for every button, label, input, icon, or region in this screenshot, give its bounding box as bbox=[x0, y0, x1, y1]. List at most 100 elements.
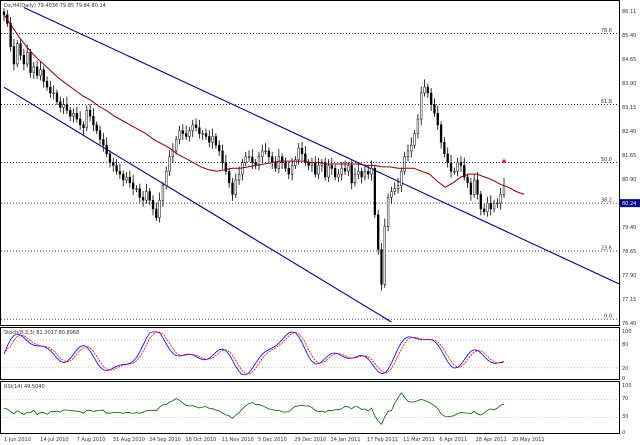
time-tick-label: 5 Dec 2010 bbox=[258, 437, 287, 443]
fib-label-4: 23.6 bbox=[601, 245, 612, 251]
current-price-marker: 80.24 bbox=[620, 199, 640, 208]
stoch-level-0: 0 bbox=[622, 376, 625, 382]
candle-body bbox=[479, 194, 482, 210]
main-info-label: Dx,H4(Daily) 79.4036 79.85 79.84 80.14 bbox=[4, 3, 106, 9]
up-arrow-icon bbox=[501, 158, 507, 163]
channel-upper-line bbox=[23, 6, 620, 285]
candle-body bbox=[75, 113, 79, 120]
main-panel-border bbox=[0, 0, 620, 326]
price-tick-label: 84.65 bbox=[622, 57, 636, 63]
candle-body bbox=[439, 124, 443, 143]
candle-body bbox=[317, 165, 320, 175]
candle-body bbox=[403, 156, 406, 172]
time-tick-label: 24 Jan 2011 bbox=[331, 437, 361, 443]
candle-body bbox=[297, 147, 300, 160]
candle-body bbox=[337, 173, 340, 178]
candle-body bbox=[69, 110, 72, 117]
candle-body bbox=[406, 150, 410, 158]
candle-body bbox=[188, 130, 191, 137]
candle-body bbox=[59, 101, 62, 108]
candle-body bbox=[284, 162, 287, 169]
candle-body bbox=[327, 165, 330, 178]
candle-body bbox=[251, 156, 254, 163]
candle-body bbox=[420, 92, 423, 120]
candle-body bbox=[294, 159, 297, 166]
candle-body bbox=[357, 170, 360, 175]
candle-body bbox=[181, 130, 184, 134]
candle-body bbox=[92, 115, 95, 126]
moving-average bbox=[3, 14, 525, 195]
candle-body bbox=[151, 199, 155, 210]
candle-body bbox=[214, 136, 218, 146]
time-axis: 1 Jun 2010 14 Jul 2010 7 Aug 2010 31 Aug 20… bbox=[4, 437, 545, 443]
time-tick-label: 17 Feb 2011 bbox=[367, 437, 398, 443]
candle-body bbox=[393, 188, 396, 192]
candle-body bbox=[62, 104, 65, 108]
candle-body bbox=[416, 118, 420, 134]
candle-body bbox=[155, 208, 158, 218]
candle-body bbox=[340, 168, 343, 175]
price-channel bbox=[3, 6, 620, 323]
candle-body bbox=[128, 176, 131, 184]
candle-body bbox=[118, 170, 122, 175]
candle-body bbox=[423, 86, 426, 94]
candle-body bbox=[277, 156, 280, 169]
price-tick-label: 77.15 bbox=[622, 297, 636, 303]
candle-body bbox=[161, 185, 165, 201]
candle-body bbox=[191, 124, 194, 131]
candle-body bbox=[363, 170, 367, 178]
time-tick-label: 28 Apr 2011 bbox=[476, 437, 507, 443]
candle-body bbox=[353, 173, 357, 184]
candle-body bbox=[436, 113, 439, 126]
candle-body bbox=[304, 153, 307, 163]
candle-body bbox=[443, 142, 446, 155]
candle-body bbox=[280, 156, 284, 163]
candle-body bbox=[208, 136, 211, 143]
rsi-info-label: RSI(14) 49.5040 bbox=[4, 384, 45, 390]
candle-body bbox=[314, 162, 317, 175]
stoch-signal-line bbox=[3, 331, 505, 375]
candle-body bbox=[324, 162, 327, 178]
fib-label-0: 78.6 bbox=[601, 28, 612, 34]
candle-body bbox=[184, 133, 188, 137]
time-tick-label: 29 Dec 2010 bbox=[294, 437, 326, 443]
price-tick-label: 85.40 bbox=[622, 33, 636, 39]
candle-body bbox=[201, 133, 204, 135]
candle-body bbox=[231, 182, 234, 195]
candle-body bbox=[102, 139, 105, 146]
candle-body bbox=[234, 179, 237, 195]
candle-body bbox=[350, 165, 353, 184]
rsi-level-0: 0 bbox=[622, 430, 625, 436]
candle-body bbox=[29, 52, 32, 73]
candle-body bbox=[211, 136, 214, 143]
rsi-level-30: 30 bbox=[622, 414, 628, 420]
time-tick-label: 18 Oct 2010 bbox=[185, 437, 216, 443]
fib-label-3: 38.2 bbox=[601, 198, 612, 204]
candle-body bbox=[98, 130, 102, 140]
candle-body bbox=[274, 162, 277, 169]
candle-body bbox=[453, 170, 456, 173]
fib-label-2: 50.0 bbox=[601, 157, 612, 163]
fib-label-5: 0.0 bbox=[604, 314, 612, 320]
rsi-panel-border bbox=[0, 381, 620, 434]
stoch-main-line bbox=[3, 331, 505, 376]
stoch-level-100: 100 bbox=[622, 329, 632, 335]
oscillators bbox=[1, 331, 619, 425]
candle-body bbox=[95, 124, 98, 131]
candle-body bbox=[386, 197, 390, 227]
candle-body bbox=[373, 168, 377, 215]
candle-body bbox=[228, 170, 231, 184]
candle-body bbox=[2, 11, 6, 15]
candle-body bbox=[12, 46, 16, 65]
candle-body bbox=[247, 156, 251, 158]
candle-body bbox=[267, 150, 271, 158]
candle-body bbox=[45, 81, 49, 88]
candle-body bbox=[42, 69, 45, 82]
candle-body bbox=[198, 127, 201, 134]
candle-body bbox=[489, 202, 492, 210]
candle-body bbox=[367, 170, 370, 175]
candle-body bbox=[35, 66, 39, 76]
candle-body bbox=[370, 168, 373, 175]
candle-body bbox=[72, 113, 75, 117]
